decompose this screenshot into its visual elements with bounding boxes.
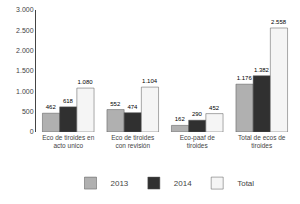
svg-text:Eco-paaf detiroides: Eco-paaf detiroides (180, 134, 215, 149)
svg-text:1.000: 1.000 (16, 88, 34, 95)
svg-text:0: 0 (30, 128, 34, 135)
svg-text:462: 462 (46, 104, 57, 110)
svg-text:290: 290 (192, 111, 203, 117)
svg-text:162: 162 (175, 116, 186, 122)
svg-text:2.000: 2.000 (16, 47, 34, 54)
svg-text:452: 452 (209, 105, 220, 111)
svg-text:618: 618 (63, 98, 74, 104)
svg-text:Eco de tiroides enacto unico: Eco de tiroides enacto unico (42, 134, 94, 149)
svg-text:Total de ecos detiroides: Total de ecos detiroides (238, 134, 286, 149)
svg-text:1.500: 1.500 (16, 67, 34, 74)
svg-text:2.558: 2.558 (271, 19, 287, 25)
svg-text:552: 552 (110, 101, 121, 107)
svg-text:2014: 2014 (174, 179, 192, 188)
svg-text:500: 500 (22, 108, 34, 115)
svg-text:1.104: 1.104 (142, 78, 158, 84)
svg-text:1.080: 1.080 (78, 79, 94, 85)
svg-text:Total: Total (237, 179, 254, 188)
svg-text:1.176: 1.176 (237, 75, 253, 81)
svg-text:2.500: 2.500 (16, 27, 34, 34)
svg-text:3.000: 3.000 (16, 6, 34, 13)
svg-text:1.382: 1.382 (254, 67, 270, 73)
svg-text:Eco de tiroidescon revisión: Eco de tiroidescon revisión (111, 134, 155, 149)
svg-text:474: 474 (127, 104, 138, 110)
svg-text:2013: 2013 (111, 179, 129, 188)
